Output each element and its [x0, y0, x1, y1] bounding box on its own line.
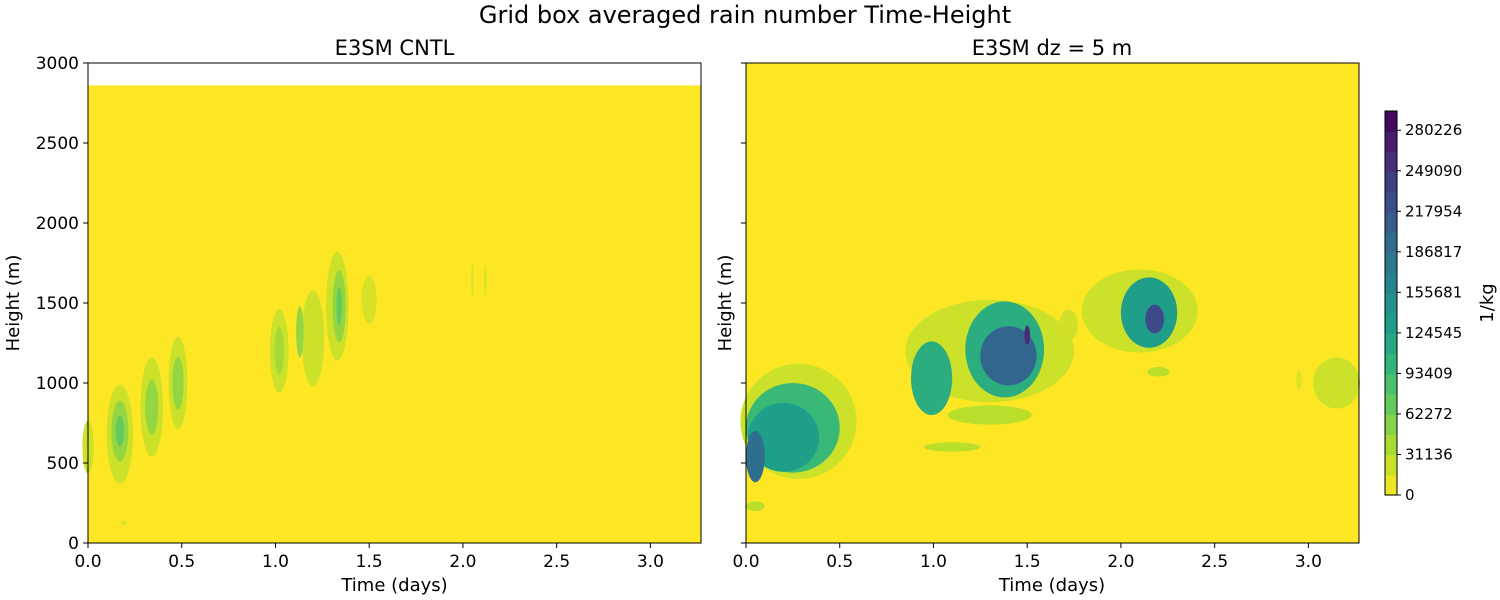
colorbar-band — [1385, 434, 1397, 456]
y-tick-label: 0 — [68, 534, 79, 554]
contour-cell — [120, 520, 127, 526]
colorbar-band — [1385, 212, 1397, 233]
x-tick-label: 0.0 — [74, 552, 101, 572]
contour-cell — [115, 415, 125, 447]
contour-cell — [1313, 357, 1360, 409]
contour-cell — [910, 341, 953, 416]
x-tick-label: 3.0 — [637, 552, 664, 572]
colorbar-band — [1385, 393, 1397, 415]
panel-left: E3SM CNTL 0.0 0.5 1.0 1.5 2.0 2.5 3.0 0 500 1000 1… — [3, 36, 702, 596]
contour-cell — [1059, 309, 1078, 342]
contour-cell — [361, 275, 377, 324]
contour-cell — [924, 442, 981, 452]
colorbar-tick-label: 0 — [1405, 486, 1415, 504]
contour-cell — [947, 405, 1032, 425]
colorbar-band — [1385, 151, 1397, 173]
x-tick-label: 2.5 — [1201, 552, 1228, 572]
contour-cell — [1024, 325, 1031, 345]
colorbar-band — [1385, 232, 1397, 254]
contour-cell — [746, 501, 765, 512]
contour-cell — [484, 264, 487, 297]
x-tick-label: 2.5 — [543, 552, 570, 572]
colorbar-band — [1385, 292, 1397, 314]
colorbar-band — [1385, 414, 1397, 435]
contour-cell — [980, 326, 1037, 386]
colorbar-tick-label: 155681 — [1405, 283, 1462, 301]
colorbar-gradient — [1385, 111, 1397, 496]
y-tick-label: 1500 — [36, 294, 79, 314]
contour-cell — [296, 306, 304, 358]
y-tick-label: 3000 — [36, 54, 79, 74]
panel-left-xlabel: Time (days) — [340, 575, 447, 596]
colorbar-band — [1385, 252, 1397, 274]
figure-suptitle: Grid box averaged rain number Time-Heigh… — [479, 1, 1011, 29]
contour-cell — [172, 356, 184, 410]
colorbar-band — [1385, 474, 1397, 496]
x-tick-label: 0.5 — [826, 552, 853, 572]
colorbar-tick-label: 93409 — [1405, 364, 1453, 382]
colorbar: 0 31136 62272 93409 124545 155681 186817 217954… — [1384, 110, 1498, 504]
colorbar-ticks: 0 31136 62272 93409 124545 155681 186817 217954… — [1397, 121, 1462, 504]
x-tick-label: 1.5 — [356, 552, 383, 572]
x-tick-label: 0.0 — [732, 552, 759, 572]
colorbar-band — [1385, 171, 1397, 193]
colorbar-band — [1385, 353, 1397, 375]
x-tick-label: 2.0 — [1107, 552, 1134, 572]
contour-cell — [747, 403, 820, 472]
y-tick-label: 1000 — [36, 374, 79, 394]
x-tick-label: 1.0 — [920, 552, 947, 572]
colorbar-tick-label: 249090 — [1405, 162, 1462, 180]
colorbar-band — [1385, 373, 1397, 395]
x-tick-label: 1.5 — [1014, 552, 1041, 572]
colorbar-tick-label: 280226 — [1405, 121, 1462, 139]
colorbar-band — [1385, 111, 1397, 132]
colorbar-band — [1385, 333, 1397, 355]
panel-right-xlabel: Time (days) — [998, 575, 1105, 596]
colorbar-tick-label: 62272 — [1405, 405, 1453, 423]
panel-left-plot-area — [82, 85, 701, 544]
colorbar-band — [1385, 191, 1397, 213]
y-tick-label: 2000 — [36, 214, 79, 234]
colorbar-tick-label: 124545 — [1405, 324, 1462, 342]
contour-cell — [145, 379, 159, 435]
contour-cell — [1296, 370, 1302, 390]
panel-right: E3SM dz = 5 m 0.0 0.5 1.0 1.5 2.0 2.5 3.0 Time… — [715, 36, 1360, 596]
x-tick-label: 1.0 — [262, 552, 289, 572]
contour-cell — [471, 264, 474, 297]
contour-cell — [336, 287, 343, 326]
colorbar-tick-label: 31136 — [1405, 445, 1453, 463]
panel-right-ylabel: Height (m) — [715, 255, 736, 352]
colorbar-frame — [1384, 110, 1398, 496]
panel-right-ticks: 0.0 0.5 1.0 1.5 2.0 2.5 3.0 — [732, 62, 1322, 572]
colorbar-band — [1385, 454, 1397, 476]
contour-cell — [1145, 304, 1165, 334]
panel-left-title: E3SM CNTL — [335, 36, 455, 60]
colorbar-band — [1385, 272, 1397, 294]
field-background — [88, 85, 701, 544]
colorbar-tick-label: 217954 — [1405, 202, 1462, 220]
contour-cell — [746, 431, 765, 483]
contour-cell — [301, 290, 325, 387]
colorbar-band — [1385, 313, 1397, 334]
contour-cell — [1147, 367, 1170, 377]
colorbar-label: 1/kg — [1477, 283, 1498, 322]
panel-right-title: E3SM dz = 5 m — [972, 36, 1133, 60]
contour-cell — [274, 327, 284, 375]
panel-left-ylabel: Height (m) — [3, 255, 24, 352]
colorbar-band — [1385, 131, 1397, 153]
colorbar-tick-label: 186817 — [1405, 243, 1462, 261]
panel-left-ticks: 0.0 0.5 1.0 1.5 2.0 2.5 3.0 0 500 1000 1500 2000 250… — [36, 54, 664, 572]
x-tick-label: 0.5 — [168, 552, 195, 572]
y-tick-label: 2500 — [36, 134, 79, 154]
field-background — [746, 63, 1359, 543]
panel-right-plot-area — [740, 63, 1360, 543]
y-tick-label: 500 — [47, 454, 79, 474]
x-tick-label: 3.0 — [1295, 552, 1322, 572]
x-tick-label: 2.0 — [449, 552, 476, 572]
